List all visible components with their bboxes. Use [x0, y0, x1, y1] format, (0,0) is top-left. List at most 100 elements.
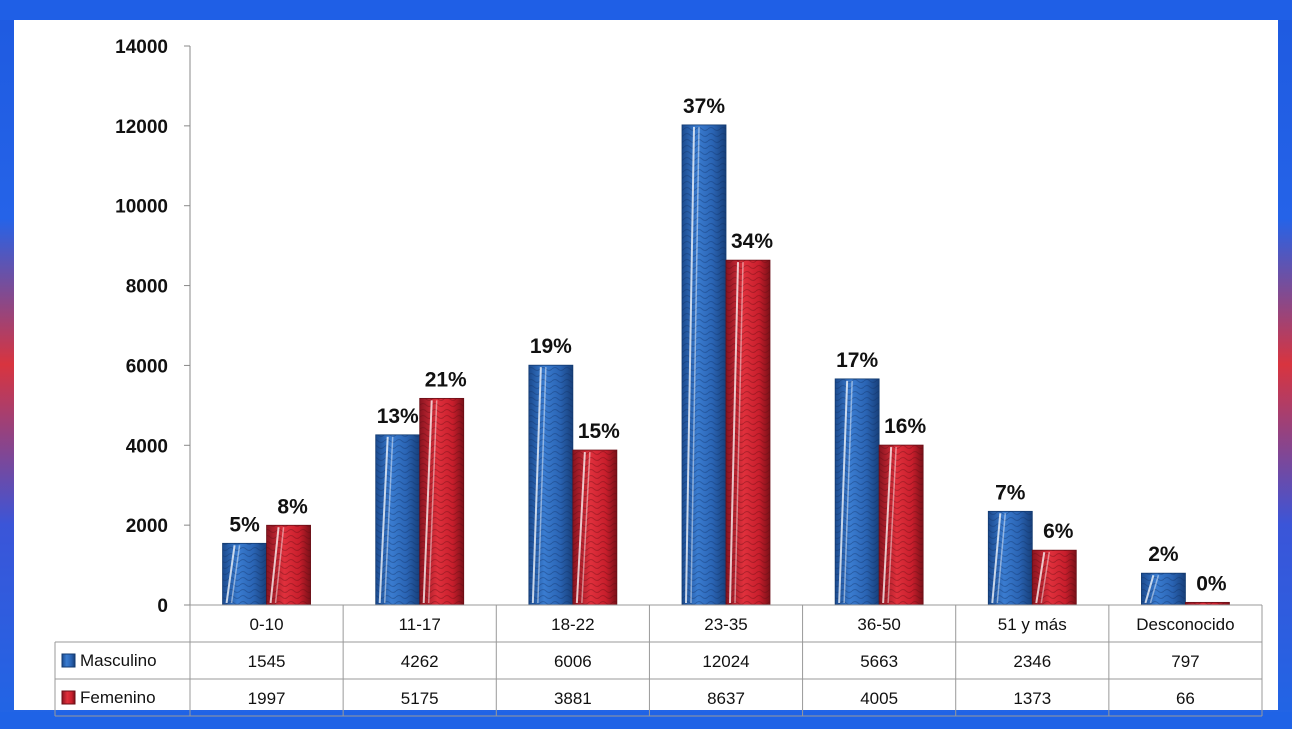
category-label: 23-35 — [704, 615, 747, 634]
data-label-femenino: 8% — [277, 495, 308, 518]
bar-femenino-texture — [266, 525, 311, 605]
bar-femenino-highlight — [269, 527, 280, 604]
y-tick-label: 2000 — [126, 516, 168, 537]
bar-masculino — [375, 434, 421, 606]
series-name-femenino: Femenino — [80, 688, 156, 707]
bar-masculino-highlight — [531, 367, 542, 604]
data-label-femenino: 6% — [1043, 520, 1074, 543]
data-label-femenino: 15% — [578, 420, 620, 443]
bar-masculino-texture — [682, 124, 726, 605]
category-label: 0-10 — [250, 615, 284, 634]
bar-femenino — [878, 444, 924, 606]
table-cell-masculino: 797 — [1171, 652, 1199, 671]
table-cell-masculino: 5663 — [860, 652, 898, 671]
table-cell-femenino: 4005 — [860, 689, 898, 708]
data-label-femenino: 34% — [731, 230, 773, 253]
bar-masculino — [987, 510, 1033, 606]
bar-femenino-highlight — [1035, 552, 1046, 604]
y-tick-label: 8000 — [126, 277, 168, 298]
bar-masculino-highlight — [690, 126, 700, 604]
bar-masculino-highlight — [996, 513, 1007, 604]
bar-masculino — [222, 542, 267, 606]
data-label-masculino: 5% — [229, 513, 260, 536]
data-label-masculino: 13% — [377, 405, 419, 428]
bar-masculino-highlight — [1144, 574, 1155, 604]
data-label-femenino: 16% — [884, 415, 926, 438]
table-cell-masculino: 4262 — [401, 652, 439, 671]
bar-masculino-highlight — [1149, 574, 1160, 604]
bar-femenino — [419, 397, 465, 606]
bar-masculino-highlight — [991, 513, 1002, 604]
legend-key-masculino — [61, 653, 76, 668]
y-tick-label: 12000 — [115, 117, 168, 138]
table-cell-femenino: 5175 — [401, 689, 439, 708]
bar-masculino-texture — [988, 511, 1033, 605]
bar-femenino-texture — [1185, 602, 1230, 605]
table-cell-masculino: 1545 — [248, 652, 286, 671]
data-label-masculino: 7% — [995, 481, 1026, 504]
bar-femenino-highlight — [734, 262, 744, 604]
bar-masculino — [834, 378, 880, 606]
frame-top-border — [0, 0, 1292, 20]
bar-femenino-texture — [1032, 550, 1077, 605]
bar-femenino-highlight — [581, 451, 591, 604]
bar-femenino-highlight — [575, 451, 586, 604]
bar-femenino-highlight — [422, 400, 433, 604]
data-label-masculino: 17% — [836, 349, 878, 372]
bar-femenino-highlight — [729, 262, 739, 604]
bar-masculino-texture — [375, 434, 420, 605]
bar-femenino-highlight — [887, 447, 897, 604]
category-label: Desconocido — [1136, 615, 1234, 634]
bar-masculino-texture — [222, 543, 267, 605]
table-cell-femenino: 1997 — [248, 689, 286, 708]
category-label: 36-50 — [857, 615, 900, 634]
data-label-masculino: 37% — [683, 95, 725, 118]
data-labels: 5% 8% 13% 21% 19% 15% 37% 34% 17% 16% 7% 6% 2% 0% — [229, 95, 1227, 595]
bars — [222, 124, 1230, 606]
data-label-femenino: 0% — [1196, 572, 1227, 595]
bar-masculino — [528, 364, 574, 606]
bar-masculino-highlight — [383, 436, 394, 604]
bar-femenino — [572, 449, 618, 606]
bar-masculino-texture — [1141, 573, 1186, 605]
table-cell-masculino: 12024 — [702, 652, 749, 671]
y-tick-label: 6000 — [126, 356, 168, 377]
table-cell-femenino: 66 — [1176, 689, 1195, 708]
bar-masculino-texture — [835, 378, 880, 605]
y-tick-label: 10000 — [115, 197, 168, 218]
category-label: 11-17 — [399, 615, 441, 634]
bar-femenino-texture — [726, 260, 770, 605]
bar-femenino-highlight — [882, 447, 893, 604]
bar-masculino — [1141, 572, 1186, 606]
category-label: 18-22 — [551, 615, 594, 634]
y-tick-label: 0 — [157, 596, 168, 617]
y-tick-label: 4000 — [126, 436, 168, 457]
table-cell-masculino: 6006 — [554, 652, 592, 671]
bar-femenino — [1031, 549, 1077, 606]
bar-masculino-highlight — [685, 126, 695, 604]
bar-masculino-highlight — [537, 367, 547, 604]
bar-masculino-highlight — [843, 380, 853, 604]
table-cell-femenino: 3881 — [554, 689, 592, 708]
bar-masculino — [681, 124, 727, 606]
bar-femenino-highlight — [427, 400, 438, 604]
bar-femenino-texture — [879, 445, 924, 605]
category-label: 51 y más — [998, 615, 1067, 634]
bar-masculino-texture — [528, 365, 573, 605]
bar-masculino-highlight — [378, 436, 389, 604]
table-cell-femenino: 8637 — [707, 689, 745, 708]
bar-femenino — [266, 524, 311, 606]
bar-femenino — [725, 259, 771, 606]
series-name-masculino: Masculino — [80, 651, 157, 670]
bar-femenino-texture — [572, 450, 617, 605]
table-cell-femenino: 1373 — [1013, 689, 1051, 708]
data-table: 0-10 1545 1997 11-17 4262 5175 18-22 6006 3881 23… — [54, 604, 1263, 717]
legend-key-femenino — [61, 690, 76, 705]
bar-femenino-highlight — [1040, 552, 1051, 604]
data-label-masculino: 2% — [1148, 543, 1179, 566]
table-cell-masculino: 2346 — [1013, 652, 1051, 671]
y-axis: 0 2000 4000 6000 8000 10000 12000 14000 — [115, 37, 191, 617]
bar-femenino-texture — [419, 398, 464, 605]
y-tick-label: 14000 — [115, 37, 168, 58]
